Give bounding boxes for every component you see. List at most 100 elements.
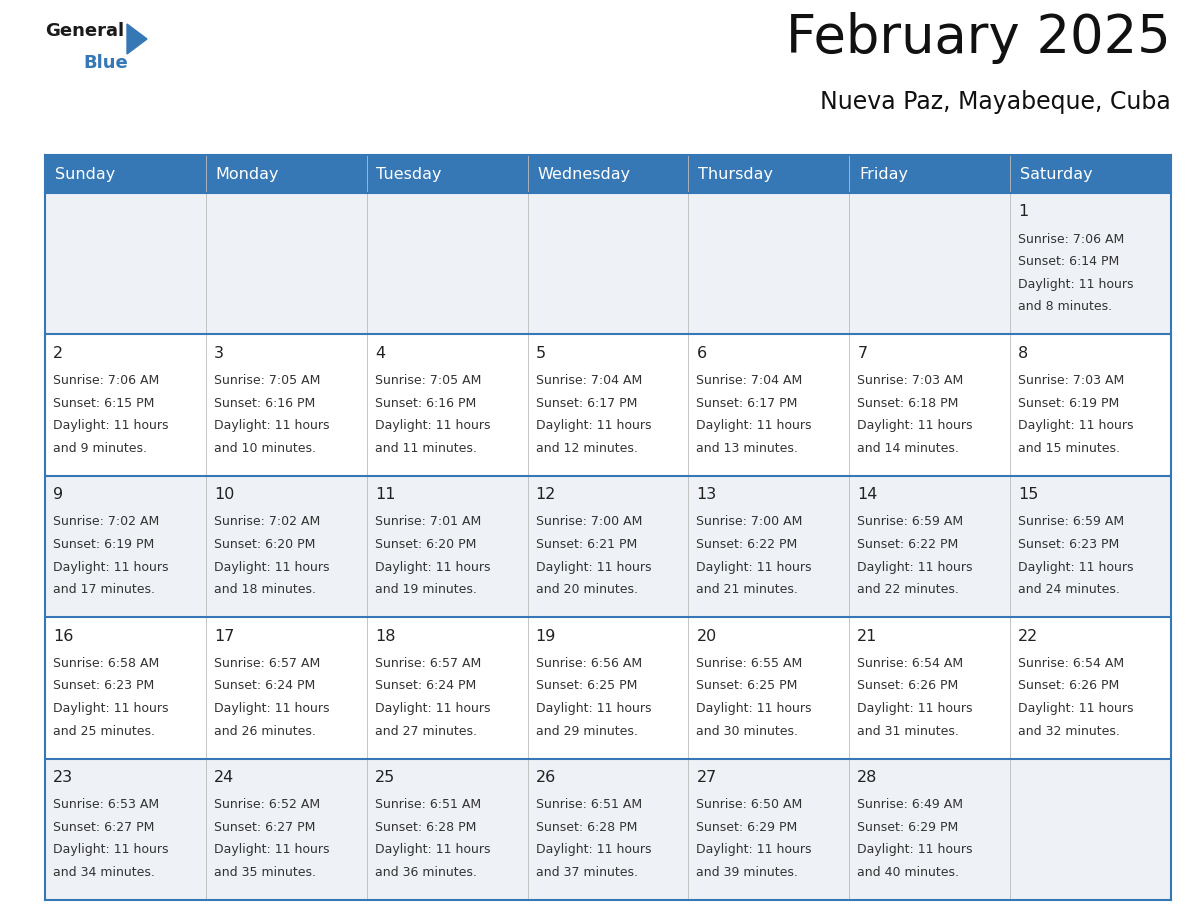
Text: Sunset: 6:25 PM: Sunset: 6:25 PM — [536, 679, 637, 692]
Text: Daylight: 11 hours: Daylight: 11 hours — [696, 844, 811, 856]
Text: and 12 minutes.: and 12 minutes. — [536, 442, 638, 454]
Text: Daylight: 11 hours: Daylight: 11 hours — [214, 561, 329, 574]
Text: Sunrise: 6:56 AM: Sunrise: 6:56 AM — [536, 656, 642, 670]
Text: Sunrise: 7:05 AM: Sunrise: 7:05 AM — [214, 374, 321, 387]
Text: 6: 6 — [696, 346, 707, 361]
Text: Daylight: 11 hours: Daylight: 11 hours — [374, 420, 491, 432]
Text: 21: 21 — [858, 629, 878, 644]
Text: Daylight: 11 hours: Daylight: 11 hours — [696, 561, 811, 574]
Text: Sunset: 6:14 PM: Sunset: 6:14 PM — [1018, 255, 1119, 268]
Text: Sunrise: 6:58 AM: Sunrise: 6:58 AM — [53, 656, 159, 670]
Text: Sunset: 6:24 PM: Sunset: 6:24 PM — [374, 679, 476, 692]
Text: and 27 minutes.: and 27 minutes. — [374, 724, 476, 738]
Text: General: General — [45, 22, 124, 40]
Text: Sunset: 6:16 PM: Sunset: 6:16 PM — [214, 397, 315, 409]
Text: Wednesday: Wednesday — [537, 166, 631, 182]
Text: 23: 23 — [53, 770, 74, 785]
Text: Sunrise: 6:57 AM: Sunrise: 6:57 AM — [374, 656, 481, 670]
Text: 13: 13 — [696, 487, 716, 502]
Text: Sunrise: 6:59 AM: Sunrise: 6:59 AM — [1018, 515, 1124, 529]
Bar — [45, 193, 1171, 334]
Text: 18: 18 — [374, 629, 396, 644]
Text: Sunrise: 6:50 AM: Sunrise: 6:50 AM — [696, 798, 803, 812]
Text: Daylight: 11 hours: Daylight: 11 hours — [858, 420, 973, 432]
Text: Daylight: 11 hours: Daylight: 11 hours — [858, 561, 973, 574]
Text: Daylight: 11 hours: Daylight: 11 hours — [53, 844, 169, 856]
Text: Sunrise: 6:52 AM: Sunrise: 6:52 AM — [214, 798, 320, 812]
Text: Daylight: 11 hours: Daylight: 11 hours — [536, 844, 651, 856]
Text: 27: 27 — [696, 770, 716, 785]
Text: and 37 minutes.: and 37 minutes. — [536, 866, 638, 879]
Text: 7: 7 — [858, 346, 867, 361]
Text: 19: 19 — [536, 629, 556, 644]
Text: Sunset: 6:20 PM: Sunset: 6:20 PM — [214, 538, 315, 551]
Text: Sunrise: 6:59 AM: Sunrise: 6:59 AM — [858, 515, 963, 529]
Text: and 40 minutes.: and 40 minutes. — [858, 866, 960, 879]
Text: Sunrise: 6:57 AM: Sunrise: 6:57 AM — [214, 656, 320, 670]
Text: Daylight: 11 hours: Daylight: 11 hours — [374, 561, 491, 574]
Text: Sunrise: 6:54 AM: Sunrise: 6:54 AM — [858, 656, 963, 670]
Text: Daylight: 11 hours: Daylight: 11 hours — [1018, 702, 1133, 715]
Text: Sunset: 6:20 PM: Sunset: 6:20 PM — [374, 538, 476, 551]
Text: Sunset: 6:27 PM: Sunset: 6:27 PM — [53, 821, 154, 834]
Bar — [45, 155, 1171, 193]
Text: Sunset: 6:22 PM: Sunset: 6:22 PM — [696, 538, 797, 551]
Bar — [45, 617, 1171, 758]
Text: Sunrise: 7:01 AM: Sunrise: 7:01 AM — [374, 515, 481, 529]
Text: 16: 16 — [53, 629, 74, 644]
Text: Sunset: 6:16 PM: Sunset: 6:16 PM — [374, 397, 476, 409]
Text: Daylight: 11 hours: Daylight: 11 hours — [536, 561, 651, 574]
Text: Sunrise: 7:03 AM: Sunrise: 7:03 AM — [858, 374, 963, 387]
Text: Sunset: 6:17 PM: Sunset: 6:17 PM — [536, 397, 637, 409]
Text: Daylight: 11 hours: Daylight: 11 hours — [1018, 561, 1133, 574]
Text: 15: 15 — [1018, 487, 1038, 502]
Text: Sunrise: 6:54 AM: Sunrise: 6:54 AM — [1018, 656, 1124, 670]
Text: Sunset: 6:28 PM: Sunset: 6:28 PM — [374, 821, 476, 834]
Text: and 26 minutes.: and 26 minutes. — [214, 724, 316, 738]
Text: 17: 17 — [214, 629, 234, 644]
Text: and 32 minutes.: and 32 minutes. — [1018, 724, 1120, 738]
Text: Sunset: 6:22 PM: Sunset: 6:22 PM — [858, 538, 959, 551]
Text: Sunset: 6:17 PM: Sunset: 6:17 PM — [696, 397, 798, 409]
Text: Sunrise: 6:51 AM: Sunrise: 6:51 AM — [374, 798, 481, 812]
Text: 28: 28 — [858, 770, 878, 785]
Text: and 18 minutes.: and 18 minutes. — [214, 583, 316, 597]
Text: and 34 minutes.: and 34 minutes. — [53, 866, 154, 879]
Text: Sunrise: 6:49 AM: Sunrise: 6:49 AM — [858, 798, 963, 812]
Text: Monday: Monday — [215, 166, 279, 182]
Text: 11: 11 — [374, 487, 396, 502]
Text: Sunset: 6:26 PM: Sunset: 6:26 PM — [858, 679, 959, 692]
Text: and 25 minutes.: and 25 minutes. — [53, 724, 156, 738]
Text: 4: 4 — [374, 346, 385, 361]
Text: Sunrise: 7:02 AM: Sunrise: 7:02 AM — [53, 515, 159, 529]
Text: Daylight: 11 hours: Daylight: 11 hours — [53, 420, 169, 432]
Text: Sunset: 6:18 PM: Sunset: 6:18 PM — [858, 397, 959, 409]
Text: Sunset: 6:23 PM: Sunset: 6:23 PM — [1018, 538, 1119, 551]
Text: Sunday: Sunday — [55, 166, 115, 182]
Text: Daylight: 11 hours: Daylight: 11 hours — [858, 844, 973, 856]
Text: 26: 26 — [536, 770, 556, 785]
Text: 8: 8 — [1018, 346, 1029, 361]
Text: Sunset: 6:23 PM: Sunset: 6:23 PM — [53, 679, 154, 692]
Text: Sunset: 6:28 PM: Sunset: 6:28 PM — [536, 821, 637, 834]
Text: Daylight: 11 hours: Daylight: 11 hours — [214, 844, 329, 856]
Text: Sunset: 6:29 PM: Sunset: 6:29 PM — [858, 821, 959, 834]
Text: Daylight: 11 hours: Daylight: 11 hours — [536, 702, 651, 715]
Text: February 2025: February 2025 — [786, 12, 1171, 64]
Text: Sunrise: 7:06 AM: Sunrise: 7:06 AM — [53, 374, 159, 387]
Text: and 29 minutes.: and 29 minutes. — [536, 724, 638, 738]
Text: 20: 20 — [696, 629, 716, 644]
Text: Thursday: Thursday — [699, 166, 773, 182]
Text: and 39 minutes.: and 39 minutes. — [696, 866, 798, 879]
Text: and 31 minutes.: and 31 minutes. — [858, 724, 959, 738]
Text: Daylight: 11 hours: Daylight: 11 hours — [696, 702, 811, 715]
Text: Friday: Friday — [859, 166, 908, 182]
Text: Sunset: 6:21 PM: Sunset: 6:21 PM — [536, 538, 637, 551]
Polygon shape — [127, 24, 147, 54]
Text: Sunrise: 6:53 AM: Sunrise: 6:53 AM — [53, 798, 159, 812]
Text: Sunrise: 7:03 AM: Sunrise: 7:03 AM — [1018, 374, 1124, 387]
Text: Daylight: 11 hours: Daylight: 11 hours — [374, 844, 491, 856]
Bar — [45, 334, 1171, 476]
Text: Sunrise: 7:06 AM: Sunrise: 7:06 AM — [1018, 232, 1124, 246]
Text: Daylight: 11 hours: Daylight: 11 hours — [214, 420, 329, 432]
